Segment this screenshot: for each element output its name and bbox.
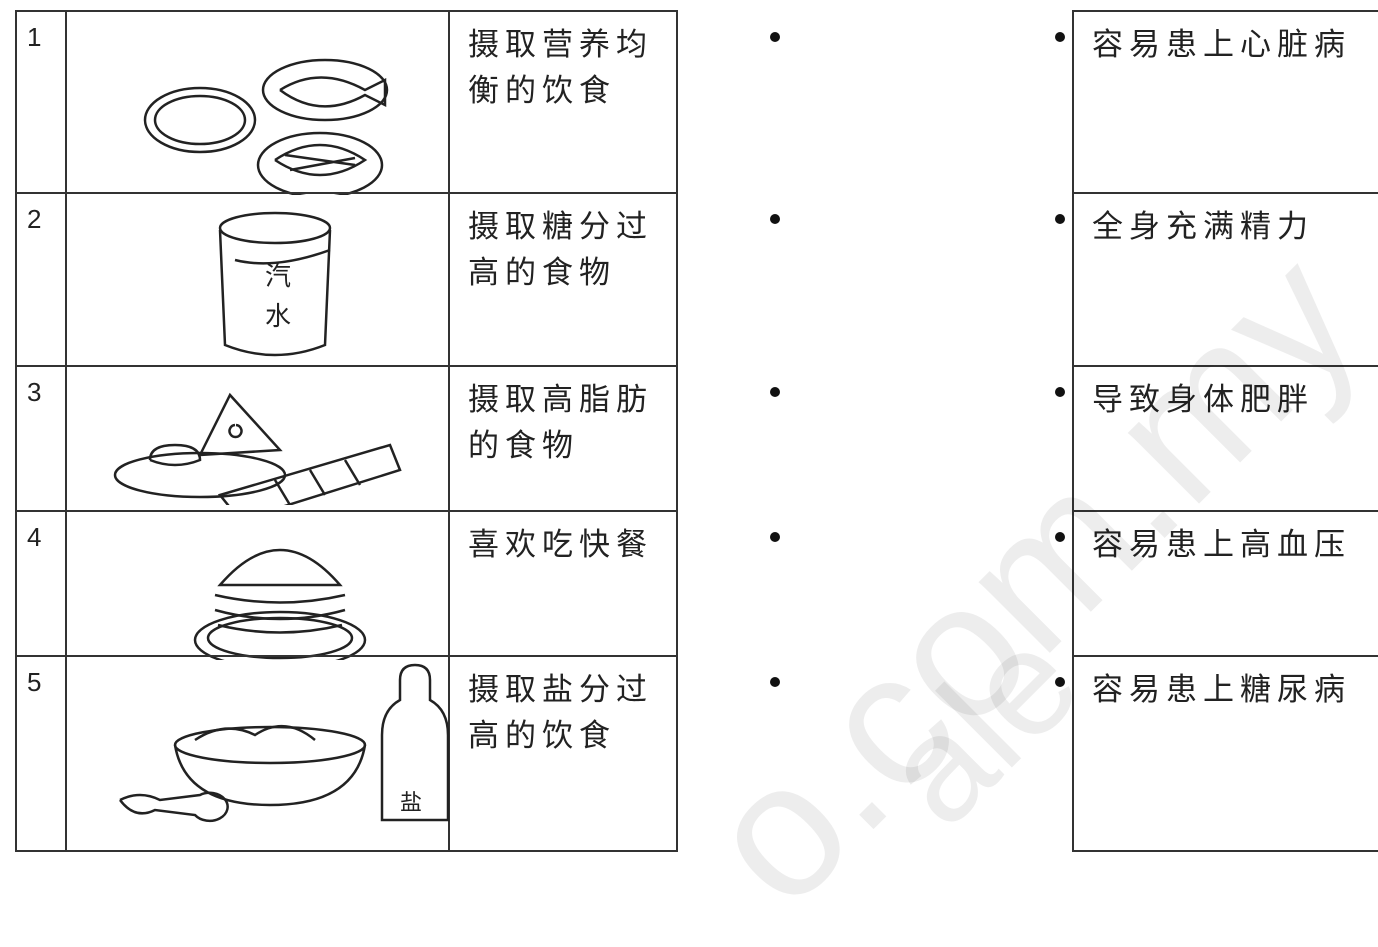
left-dot	[770, 677, 780, 687]
food-image: 汽水	[195, 200, 365, 360]
right-dot	[1055, 214, 1065, 224]
habit-text: 喜欢吃快餐	[448, 510, 678, 657]
food-image	[130, 45, 400, 199]
food-drawing	[143, 58, 389, 199]
food-drawing	[193, 548, 367, 670]
habit-text: 摄取营养均衡的饮食	[448, 10, 678, 194]
right-dot	[1055, 32, 1065, 42]
row-number: 3	[15, 365, 67, 512]
image-label: 汽	[265, 262, 291, 292]
right-dot	[1055, 532, 1065, 542]
food-drawing: 汽水	[218, 211, 332, 357]
left-dot	[770, 532, 780, 542]
left-dot	[770, 214, 780, 224]
row-number: 5	[15, 655, 67, 852]
row-number: 4	[15, 510, 67, 657]
right-dot	[1055, 677, 1065, 687]
row-number: 1	[15, 10, 67, 194]
effect-text: 容易患上糖尿病	[1072, 655, 1378, 852]
image-label: 盐	[400, 791, 422, 816]
habit-text: 摄取糖分过高的食物	[448, 192, 678, 367]
row-number: 2	[15, 192, 67, 367]
effect-text: 容易患上心脏病	[1072, 10, 1378, 194]
food-image	[100, 385, 420, 522]
food-drawing	[113, 392, 402, 522]
habit-text: 摄取盐分过高的饮食	[448, 655, 678, 852]
food-image: 盐	[100, 660, 460, 835]
right-dot	[1055, 387, 1065, 397]
image-label: 水	[265, 302, 291, 332]
habit-text: 摄取高脂肪的食物	[448, 365, 678, 512]
left-dot	[770, 32, 780, 42]
food-image	[180, 520, 380, 670]
left-dot	[770, 387, 780, 397]
worksheet: 1 摄取营养均衡的饮食 容易患上心脏病 2 摄取糖分过高的食物汽水全身充满精力 3 摄取高…	[15, 10, 1378, 946]
food-drawing: 盐	[119, 663, 450, 823]
